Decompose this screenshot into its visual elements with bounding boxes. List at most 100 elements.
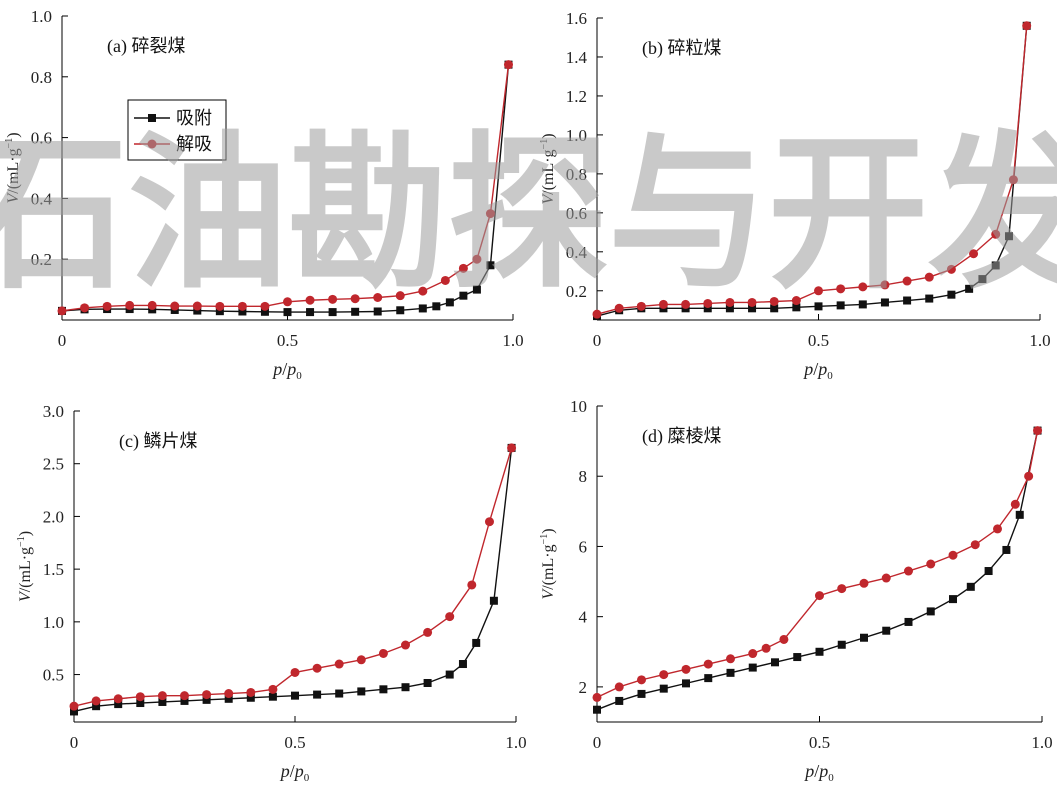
adsorption-point xyxy=(748,663,757,672)
desorption-point xyxy=(761,643,771,653)
y-tick-label: 0.5 xyxy=(43,666,64,685)
desorption-point xyxy=(902,276,912,286)
desorption-point xyxy=(592,309,602,319)
adsorption-point xyxy=(1004,232,1013,241)
adsorption-point xyxy=(978,275,987,284)
desorption-point xyxy=(659,670,669,680)
desorption-point xyxy=(113,694,123,704)
desorption-point xyxy=(969,249,979,259)
desorption-point xyxy=(779,634,789,644)
adsorption-point xyxy=(335,689,344,698)
adsorption-point xyxy=(313,690,322,699)
desorption-point xyxy=(378,648,388,658)
desorption-point xyxy=(681,299,691,309)
adsorption-point xyxy=(224,694,233,703)
adsorption-point xyxy=(472,285,481,294)
adsorption-point xyxy=(351,307,360,316)
desorption-point xyxy=(224,689,234,699)
adsorption-point xyxy=(396,306,405,315)
desorption-point xyxy=(658,299,668,309)
adsorption-point xyxy=(593,705,601,714)
y-tick-label: 1.5 xyxy=(43,560,64,579)
y-tick-label: 0.6 xyxy=(566,204,587,223)
x-axis-title: p/p0 xyxy=(279,761,310,784)
desorption-point xyxy=(815,591,824,601)
desorption-point xyxy=(290,667,300,677)
legend-box xyxy=(127,99,227,161)
desorption-point xyxy=(147,300,157,310)
adsorption-point xyxy=(486,261,495,270)
desorption-point xyxy=(859,578,869,588)
desorption-point xyxy=(401,640,410,650)
desorption-point xyxy=(837,584,847,594)
desorption-point xyxy=(458,263,468,273)
panel-title: (b) 碎粒煤 xyxy=(642,38,722,59)
desorption-point xyxy=(246,687,256,697)
adsorption-point xyxy=(615,696,624,705)
desorption-point xyxy=(125,300,135,310)
x-tick-label: 1.0 xyxy=(502,331,523,350)
desorption-point xyxy=(135,692,145,702)
adsorption-point xyxy=(379,685,388,694)
y-axis-title: V/(mL·g−1) xyxy=(16,531,34,602)
desorption-point xyxy=(91,696,101,706)
adsorption-point xyxy=(858,300,867,309)
adsorption-point xyxy=(401,683,410,692)
adsorption-point xyxy=(726,668,735,677)
panel-d: 2 4 6 8 10 0 0.5 1.0 p/p0 V/(mL·g−1) (d) 糜棱煤 xyxy=(539,397,1053,784)
adsorption-point xyxy=(949,595,957,604)
x-tick-label: 0.5 xyxy=(809,733,830,752)
desorption-point xyxy=(170,301,180,311)
y-tick-label: 2.0 xyxy=(43,507,64,526)
desorption-point xyxy=(395,291,405,301)
series-line-desorption xyxy=(596,430,1039,699)
adsorption-point xyxy=(193,306,202,315)
adsorption-point xyxy=(903,296,912,305)
desorption-point xyxy=(260,301,270,311)
adsorption-point xyxy=(238,307,247,316)
adsorption-point xyxy=(860,633,868,642)
desorption-point xyxy=(283,297,292,307)
x-tick-label: 0 xyxy=(593,331,602,350)
y-tick-label: 0.4 xyxy=(566,243,588,262)
adsorption-point xyxy=(472,638,481,647)
adsorption-point xyxy=(489,596,498,605)
panel-title: (c) 鳞片煤 xyxy=(119,431,197,452)
y-tick-label: 0.2 xyxy=(31,250,52,269)
desorption-point xyxy=(1022,21,1032,31)
desorption-point xyxy=(1008,175,1018,185)
adsorption-point xyxy=(984,567,993,576)
adsorption-point xyxy=(837,640,846,649)
desorption-point xyxy=(312,663,322,673)
panel-a: 0.2 0.4 0.6 0.8 1.0 0 0.5 1.0 p/p0 V/(mL·g−1) (a) … xyxy=(4,7,524,382)
adsorption-point xyxy=(268,692,277,701)
desorption-point xyxy=(769,296,779,306)
y-tick-label: 0.8 xyxy=(31,68,52,87)
desorption-point xyxy=(350,294,360,304)
adsorption-point xyxy=(771,658,779,667)
panel-title: (d) 糜棱煤 xyxy=(642,426,722,447)
desorption-point xyxy=(180,691,189,701)
watermark-text: 石油勘探与开发 xyxy=(0,116,1057,312)
x-axis-title: p/p0 xyxy=(802,359,833,382)
adsorption-point xyxy=(1002,545,1011,554)
desorption-point xyxy=(157,691,167,701)
desorption-point xyxy=(418,286,428,296)
desorption-point xyxy=(1033,426,1043,436)
desorption-point xyxy=(725,297,735,307)
adsorption-point xyxy=(432,302,441,311)
adsorption-point xyxy=(306,308,315,317)
adsorption-point xyxy=(770,304,779,313)
x-tick-label: 1.0 xyxy=(1029,331,1050,350)
desorption-point xyxy=(881,573,891,583)
desorption-point xyxy=(614,682,624,692)
desorption-point xyxy=(356,655,366,665)
adsorption-point xyxy=(215,307,224,316)
y-tick-label: 4 xyxy=(579,608,588,627)
series-line-adsorption xyxy=(73,447,513,713)
x-axis-title: p/p0 xyxy=(803,761,834,784)
y-tick-label: 0.8 xyxy=(566,165,587,184)
y-tick-label: 2.5 xyxy=(43,455,64,474)
desorption-point xyxy=(445,612,455,622)
